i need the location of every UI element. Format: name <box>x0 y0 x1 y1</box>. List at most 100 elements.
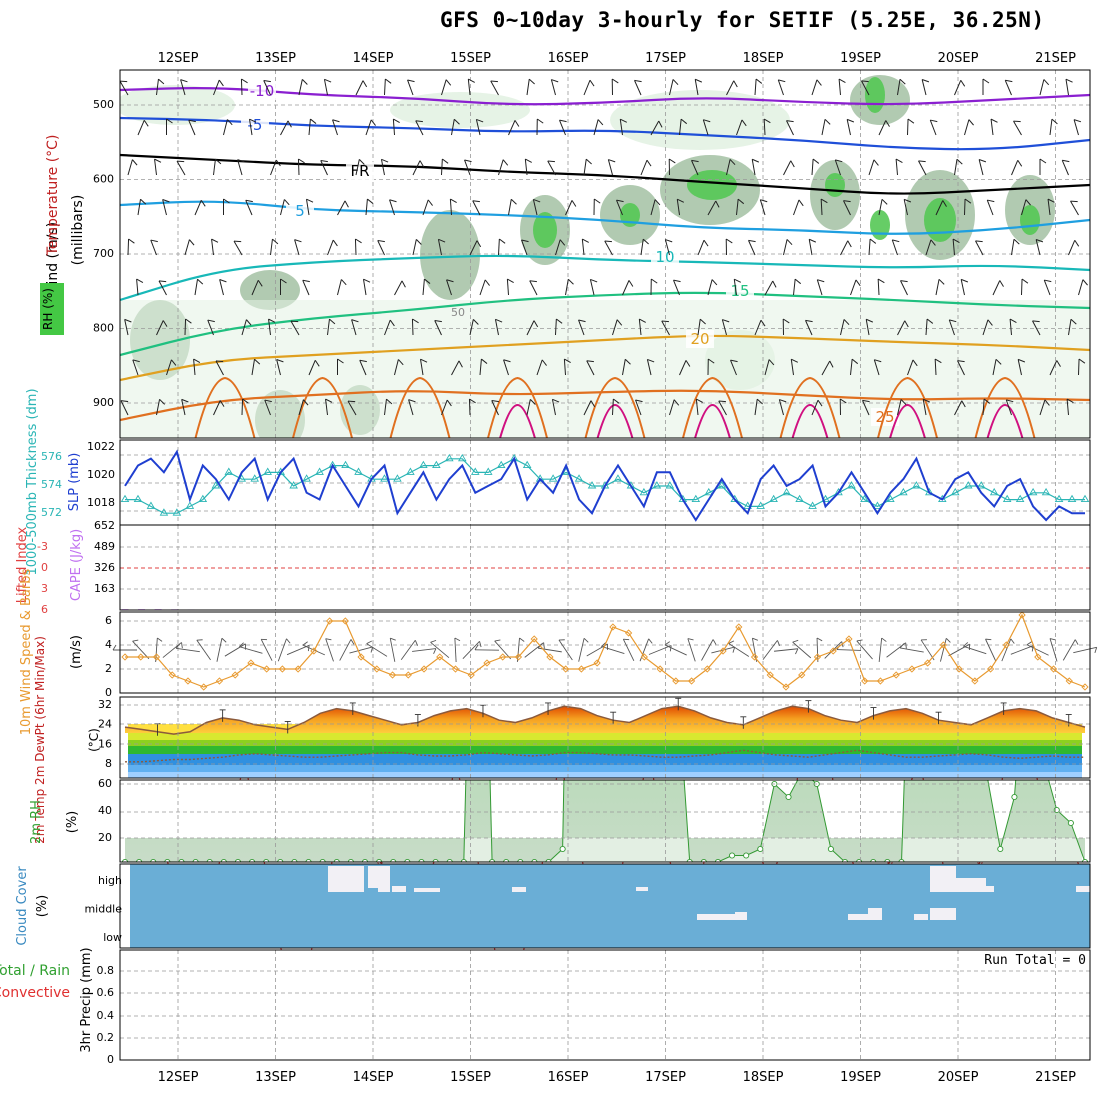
wind-barb-flag <box>245 199 253 203</box>
wind-barb <box>1068 318 1077 336</box>
wind10m-marker <box>1034 653 1042 661</box>
rh2m-marker <box>277 858 284 862</box>
wind-barb <box>982 319 993 336</box>
wind-barb-flag <box>393 118 400 124</box>
wind-barb-flag <box>877 278 885 284</box>
wind-barb-staff <box>150 239 157 256</box>
wind10m-barb <box>601 642 625 654</box>
wind-barb-staff <box>154 159 157 176</box>
wind-barb <box>850 279 861 296</box>
bottom-day-label: 20SEP <box>938 1070 979 1085</box>
wind-barb-flag <box>412 318 419 324</box>
wind-barb-flag <box>341 279 347 286</box>
wind10m-barb-staff <box>664 644 687 656</box>
wind-barb-staff <box>992 280 1001 296</box>
contour-label-bg <box>241 116 269 134</box>
wind-barb-flag <box>794 278 802 285</box>
wind-barb-staff <box>407 79 414 96</box>
wind-barb-flag <box>303 399 309 406</box>
wind-barb-flag <box>284 199 290 206</box>
wind-barb-staff <box>918 160 927 176</box>
cape-tick-label: 652 <box>94 519 115 532</box>
wind10m-marker <box>278 665 287 673</box>
rh2m-marker <box>559 845 566 853</box>
rh-blob <box>420 210 480 300</box>
wind-barb-flag <box>389 199 397 203</box>
wind-barb-staff <box>975 240 984 256</box>
wind-barb-flag <box>975 240 983 243</box>
wind-barb-staff <box>986 199 994 216</box>
wind-barb <box>1065 78 1073 96</box>
wind-barb <box>127 238 135 256</box>
wind-barb-flag <box>722 319 730 323</box>
wind-barb <box>446 279 454 296</box>
wind10m-barb <box>196 639 211 661</box>
wind-barb <box>1032 320 1041 336</box>
temp-contour-line <box>120 153 1090 195</box>
wind-barb-staff <box>1017 359 1022 376</box>
top-day-label: 14SEP <box>353 51 394 66</box>
top-day-label: 21SEP <box>1035 51 1076 66</box>
cloud-gap <box>868 908 882 920</box>
wind-barb <box>783 160 795 176</box>
wind-barb-flag <box>768 359 775 366</box>
wind-barb <box>508 120 520 136</box>
wind10m-barb-flag <box>606 643 608 650</box>
wind-barb <box>935 200 947 216</box>
thickness-marker <box>587 481 597 489</box>
rh-blob <box>687 170 737 200</box>
wind10m-marker <box>263 665 271 673</box>
wind-barb <box>805 319 813 336</box>
wind-barb <box>526 399 536 416</box>
rh-blob <box>533 212 557 248</box>
wind-barb-flag <box>839 398 847 404</box>
wind-barb <box>1078 279 1088 296</box>
wind-barb-flag <box>499 238 506 244</box>
wind10m-marker <box>687 677 696 685</box>
wind10m-barb-flag <box>583 637 589 643</box>
wind-barb-flag <box>385 78 392 84</box>
contour-label-bg <box>248 82 276 100</box>
wind-barb-flag <box>241 78 248 84</box>
rh2m-marker <box>997 845 1004 853</box>
thickness-marker <box>302 474 311 482</box>
wind-barb <box>586 360 595 376</box>
thickness-marker <box>406 467 415 475</box>
wind-barb-staff <box>707 279 713 296</box>
rh2m-marker <box>531 858 538 862</box>
wind-barb-staff <box>604 240 613 256</box>
wind10m-marker <box>672 677 680 685</box>
rh2m-marker <box>517 858 524 862</box>
wind-barb-staff <box>219 279 224 296</box>
top-day-label: 19SEP <box>840 51 881 66</box>
wind-barb-flag <box>817 399 823 407</box>
wind10m-barb-staff <box>516 638 520 662</box>
wind-barb <box>694 78 703 96</box>
wind-barb-staff <box>783 239 788 256</box>
wind10m-barb <box>701 639 717 661</box>
wind10m-marker <box>200 683 208 691</box>
wind-barb-staff <box>124 319 129 336</box>
wind-barb-flag <box>616 319 623 326</box>
wind-barb-staff <box>840 319 845 336</box>
wind-barb-staff <box>1049 119 1053 136</box>
wind-barb <box>475 118 484 136</box>
wind10m-barb <box>155 637 163 663</box>
wind-barb <box>1013 120 1022 136</box>
rh2m-marker <box>249 858 256 862</box>
time-axes: 12SEP 12SEP 13SEP 13SEP 14SEP 14SEP 15SEP 15SEP… <box>158 51 1077 1085</box>
wind-barb <box>1049 360 1061 376</box>
wind10m-barb-flag <box>286 638 291 644</box>
wind-barb-staff <box>441 158 443 176</box>
wind-barb-staff <box>793 279 796 296</box>
wind-barb-staff <box>565 200 573 216</box>
wind-barb-staff <box>897 79 901 96</box>
wind10m-barb-staff <box>878 638 883 662</box>
wind-barb-staff <box>251 359 255 376</box>
wind-barb <box>816 279 825 296</box>
panel-labels: Wind (m/s) (millibars) Temperature (°C) RH … <box>0 135 101 1053</box>
wind-barb <box>223 198 230 215</box>
rh2m-panel: 60 40 20 <box>98 777 1091 863</box>
wind-barb <box>268 318 276 336</box>
wind10m-marker <box>735 623 743 631</box>
